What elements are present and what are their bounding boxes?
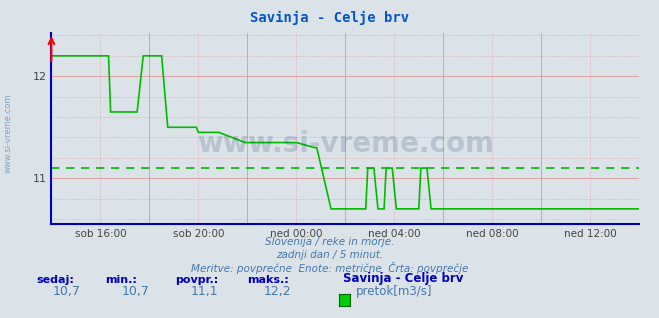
Text: www.si-vreme.com: www.si-vreme.com <box>197 130 494 158</box>
Text: Savinja - Celje brv: Savinja - Celje brv <box>250 11 409 25</box>
Text: pretok[m3/s]: pretok[m3/s] <box>356 285 432 298</box>
Text: 10,7: 10,7 <box>122 285 150 298</box>
Text: sedaj:: sedaj: <box>36 275 74 285</box>
Text: Meritve: povprečne  Enote: metrične  Črta: povprečje: Meritve: povprečne Enote: metrične Črta:… <box>191 262 468 274</box>
Text: povpr.:: povpr.: <box>175 275 218 285</box>
Text: 10,7: 10,7 <box>53 285 80 298</box>
Text: 11,1: 11,1 <box>191 285 219 298</box>
Text: www.si-vreme.com: www.si-vreme.com <box>3 94 13 173</box>
Text: Savinja - Celje brv: Savinja - Celje brv <box>343 272 463 285</box>
Text: min.:: min.: <box>105 275 137 285</box>
Text: Slovenija / reke in morje.: Slovenija / reke in morje. <box>265 237 394 247</box>
Text: maks.:: maks.: <box>247 275 289 285</box>
Text: zadnji dan / 5 minut.: zadnji dan / 5 minut. <box>276 250 383 259</box>
Text: 12,2: 12,2 <box>264 285 291 298</box>
